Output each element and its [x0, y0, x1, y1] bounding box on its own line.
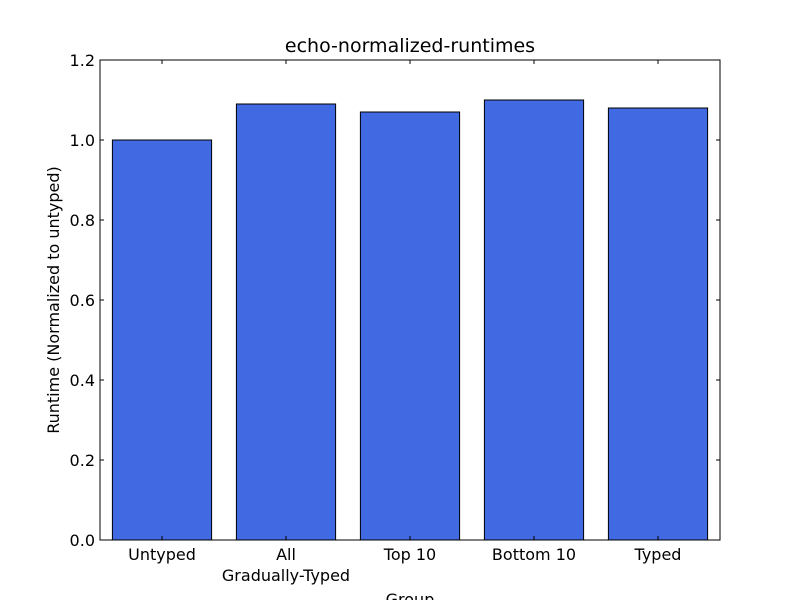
- x-tick-label: Gradually-Typed: [222, 566, 350, 585]
- bar: [607, 107, 709, 541]
- bar: [235, 103, 337, 541]
- y-tick-label: 1.0: [70, 131, 95, 150]
- x-tick-label: Bottom 10: [492, 545, 576, 564]
- x-axis-label: Group: [386, 590, 435, 600]
- bar: [359, 111, 461, 541]
- y-axis-ticks: 0.0 0.2 0.4 0.6 0.8 1.0 1.2: [70, 51, 720, 550]
- chart-title: echo-normalized-runtimes: [285, 35, 535, 57]
- y-tick-label: 0.8: [70, 211, 95, 230]
- bar: [111, 139, 213, 541]
- y-tick-label: 0.6: [70, 291, 95, 310]
- bar: [483, 99, 585, 541]
- x-tick-label: Typed: [634, 545, 682, 564]
- y-tick-label: 0.4: [70, 371, 95, 390]
- y-tick-label: 0.0: [70, 531, 95, 550]
- x-tick-label: Top 10: [383, 545, 436, 564]
- y-tick-label: 0.2: [70, 451, 95, 470]
- y-axis-label: Runtime (Normalized to untyped): [44, 166, 63, 434]
- x-tick-label: All: [276, 545, 296, 564]
- bars-group: [111, 99, 709, 541]
- x-tick-label: Untyped: [128, 545, 196, 564]
- plot-frame: [99, 59, 721, 541]
- x-axis-ticks: Untyped All Gradually-Typed Top 10 Bottom 10…: [128, 60, 681, 585]
- y-tick-label: 1.2: [70, 51, 95, 70]
